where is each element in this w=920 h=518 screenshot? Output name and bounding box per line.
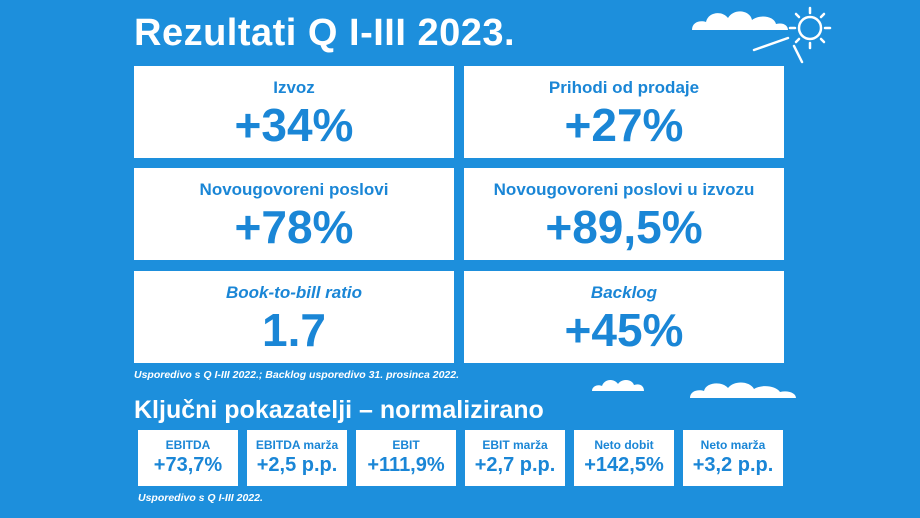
- card-novougovoreni: Novougovoreni poslovi +78%: [134, 168, 454, 260]
- cloud-icon: [592, 379, 644, 391]
- section-title: Ključni pokazatelji – normalizirano: [134, 396, 544, 424]
- card-value: +45%: [564, 304, 684, 356]
- card-prihodi: Prihodi od prodaje +27%: [464, 66, 784, 158]
- kpi-label: EBIT marža: [482, 438, 548, 452]
- card-value: +89,5%: [545, 201, 703, 253]
- kpi-ebit-marza: EBIT marža +2,7 p.p.: [465, 430, 565, 486]
- sun-icon: [752, 6, 832, 64]
- kpi-value: +142,5%: [584, 454, 664, 476]
- card-book-to-bill: Book-to-bill ratio 1.7: [134, 271, 454, 363]
- kpi-value: +73,7%: [153, 454, 223, 476]
- cloud-icon: [692, 11, 788, 30]
- page-title: Rezultati Q I-III 2023.: [134, 12, 516, 54]
- card-novougovoreni-izvoz: Novougovoreni poslovi u izvozu +89,5%: [464, 168, 784, 260]
- card-izvoz: Izvoz +34%: [134, 66, 454, 158]
- comparison-note: Usporedivo s Q I-III 2022.; Backlog uspo…: [134, 369, 460, 381]
- kpi-ebitda-marza: EBITDA marža +2,5 p.p.: [247, 430, 347, 486]
- comparison-note-kpi: Usporedivo s Q I-III 2022.: [138, 492, 263, 504]
- kpi-value: +2,5 p.p.: [256, 454, 338, 476]
- kpi-neto-dobit: Neto dobit +142,5%: [574, 430, 674, 486]
- kpi-ebitda: EBITDA +73,7%: [138, 430, 238, 486]
- card-backlog: Backlog +45%: [464, 271, 784, 363]
- kpi-label: EBIT: [392, 438, 420, 452]
- kpi-ebit: EBIT +111,9%: [356, 430, 456, 486]
- card-label: Novougovoreni poslovi u izvozu: [493, 180, 755, 199]
- kpi-label: Neto dobit: [594, 438, 654, 452]
- kpi-label: EBITDA: [165, 438, 211, 452]
- card-label: Prihodi od prodaje: [548, 78, 700, 97]
- kpi-label: EBITDA marža: [255, 438, 339, 452]
- card-value: +27%: [564, 99, 684, 151]
- kpi-value: +2,7 p.p.: [474, 454, 556, 476]
- cloud-icon: [690, 382, 796, 398]
- kpi-neto-marza: Neto marža +3,2 p.p.: [683, 430, 783, 486]
- kpi-value: +111,9%: [367, 454, 445, 476]
- kpi-value: +3,2 p.p.: [692, 454, 774, 476]
- kpi-label: Neto marža: [700, 438, 766, 452]
- card-value: +78%: [234, 201, 354, 253]
- card-label: Backlog: [590, 283, 658, 302]
- card-label: Book-to-bill ratio: [226, 283, 362, 302]
- card-label: Izvoz: [273, 78, 315, 97]
- card-label: Novougovoreni poslovi: [199, 180, 389, 199]
- card-value: 1.7: [262, 304, 326, 356]
- card-value: +34%: [234, 99, 354, 151]
